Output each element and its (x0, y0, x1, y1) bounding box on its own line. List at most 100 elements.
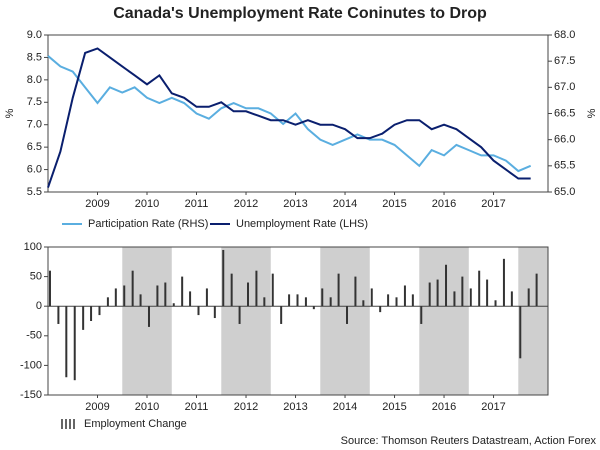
x-tick-label: 2016 (432, 198, 456, 210)
bar (535, 273, 538, 307)
x-tick-label: 2014 (333, 401, 357, 413)
bar (131, 270, 134, 307)
y2-tick-label: 66.5 (554, 107, 575, 119)
x-tick-label: 2013 (283, 401, 307, 413)
y-tick-label: 9.0 (27, 29, 42, 41)
bar (461, 276, 464, 307)
y-tick-label: 7.0 (27, 119, 42, 131)
bar (428, 282, 431, 307)
bar (172, 303, 175, 307)
bar (296, 294, 299, 307)
bar (453, 291, 456, 307)
y-tick-label: 6.5 (27, 141, 42, 153)
plot-frame (47, 34, 549, 193)
bar (362, 300, 365, 307)
y2-tick-label: 67.0 (554, 81, 575, 93)
y-tick-label: 0 (36, 300, 42, 312)
bar (98, 306, 101, 316)
bar (510, 291, 513, 307)
bar (395, 297, 398, 307)
x-tick-label: 2011 (185, 198, 209, 210)
year-shade (419, 247, 469, 395)
y-tick-label: 6.0 (27, 163, 42, 175)
bar (469, 288, 472, 307)
bar (519, 306, 522, 359)
bar (222, 249, 225, 307)
bar (411, 294, 414, 307)
chart-title: Canada's Unemployment Rate Coninutes to … (113, 5, 487, 22)
x-tick-label: 2017 (481, 198, 505, 210)
y-tick-label: 5.5 (27, 186, 42, 198)
x-tick-label: 2013 (283, 198, 307, 210)
bar (247, 282, 249, 307)
bar (197, 306, 200, 316)
x-tick-label: 2014 (333, 198, 357, 210)
bar (114, 288, 117, 307)
legend-label: Employment Change (84, 418, 187, 430)
bar (139, 294, 142, 307)
bar (494, 300, 497, 307)
source: Source: Thomson Reuters Datastream, Acti… (341, 435, 597, 447)
year-shade (122, 247, 172, 395)
bar (255, 270, 258, 307)
y2-tick-label: 68.0 (554, 29, 575, 41)
y-tick-label: -150 (20, 389, 42, 401)
bar (238, 306, 241, 324)
bar (230, 273, 233, 307)
series-line (47, 47, 531, 188)
legend-label: Participation Rate (RHS) (88, 218, 208, 230)
y2-tick-label: 67.5 (554, 55, 575, 67)
bar (181, 276, 184, 307)
bar (164, 282, 167, 307)
bar (370, 288, 373, 307)
bar (436, 279, 439, 307)
bar (478, 270, 481, 307)
legend-label: Unemployment Rate (LHS) (236, 218, 368, 230)
x-tick-label: 2011 (185, 401, 209, 413)
bar (527, 288, 530, 307)
y-axis-label: % (4, 108, 16, 118)
bar (57, 306, 60, 324)
bar (82, 306, 85, 330)
bar (123, 285, 126, 307)
bar (346, 306, 349, 324)
bar (288, 294, 291, 307)
bar (48, 270, 51, 307)
bar (156, 285, 159, 307)
x-tick-label: 2016 (432, 401, 456, 413)
x-tick-label: 2012 (234, 401, 258, 413)
y-tick-label: -50 (26, 330, 42, 342)
y-tick-label: 7.5 (27, 96, 42, 108)
bar (147, 306, 150, 327)
year-shade (320, 247, 370, 395)
bar (486, 279, 489, 307)
bar (502, 258, 505, 307)
bar (337, 273, 340, 307)
bar (312, 306, 315, 310)
bar (379, 306, 382, 313)
y2-tick-label: 65.0 (554, 186, 575, 198)
y-tick-label: -100 (20, 359, 42, 371)
y2-tick-label: 66.0 (554, 134, 575, 146)
bar (106, 297, 109, 307)
x-tick-label: 2009 (85, 198, 109, 210)
y-tick-label: 8.0 (27, 74, 42, 86)
y2-axis-label: % (586, 108, 598, 118)
y-tick-label: 100 (24, 241, 42, 253)
plot-frame (47, 246, 549, 396)
bar (387, 294, 390, 307)
x-tick-label: 2010 (135, 198, 159, 210)
bar (321, 288, 324, 307)
bar (271, 273, 274, 307)
bar (263, 297, 266, 307)
bar (73, 306, 76, 381)
x-tick-label: 2015 (382, 198, 406, 210)
x-tick-label: 2017 (481, 401, 505, 413)
bar (189, 291, 192, 307)
bar (445, 264, 448, 307)
x-tick-label: 2012 (234, 198, 258, 210)
bar (65, 306, 68, 378)
series-line (47, 55, 532, 173)
bar (403, 285, 406, 307)
